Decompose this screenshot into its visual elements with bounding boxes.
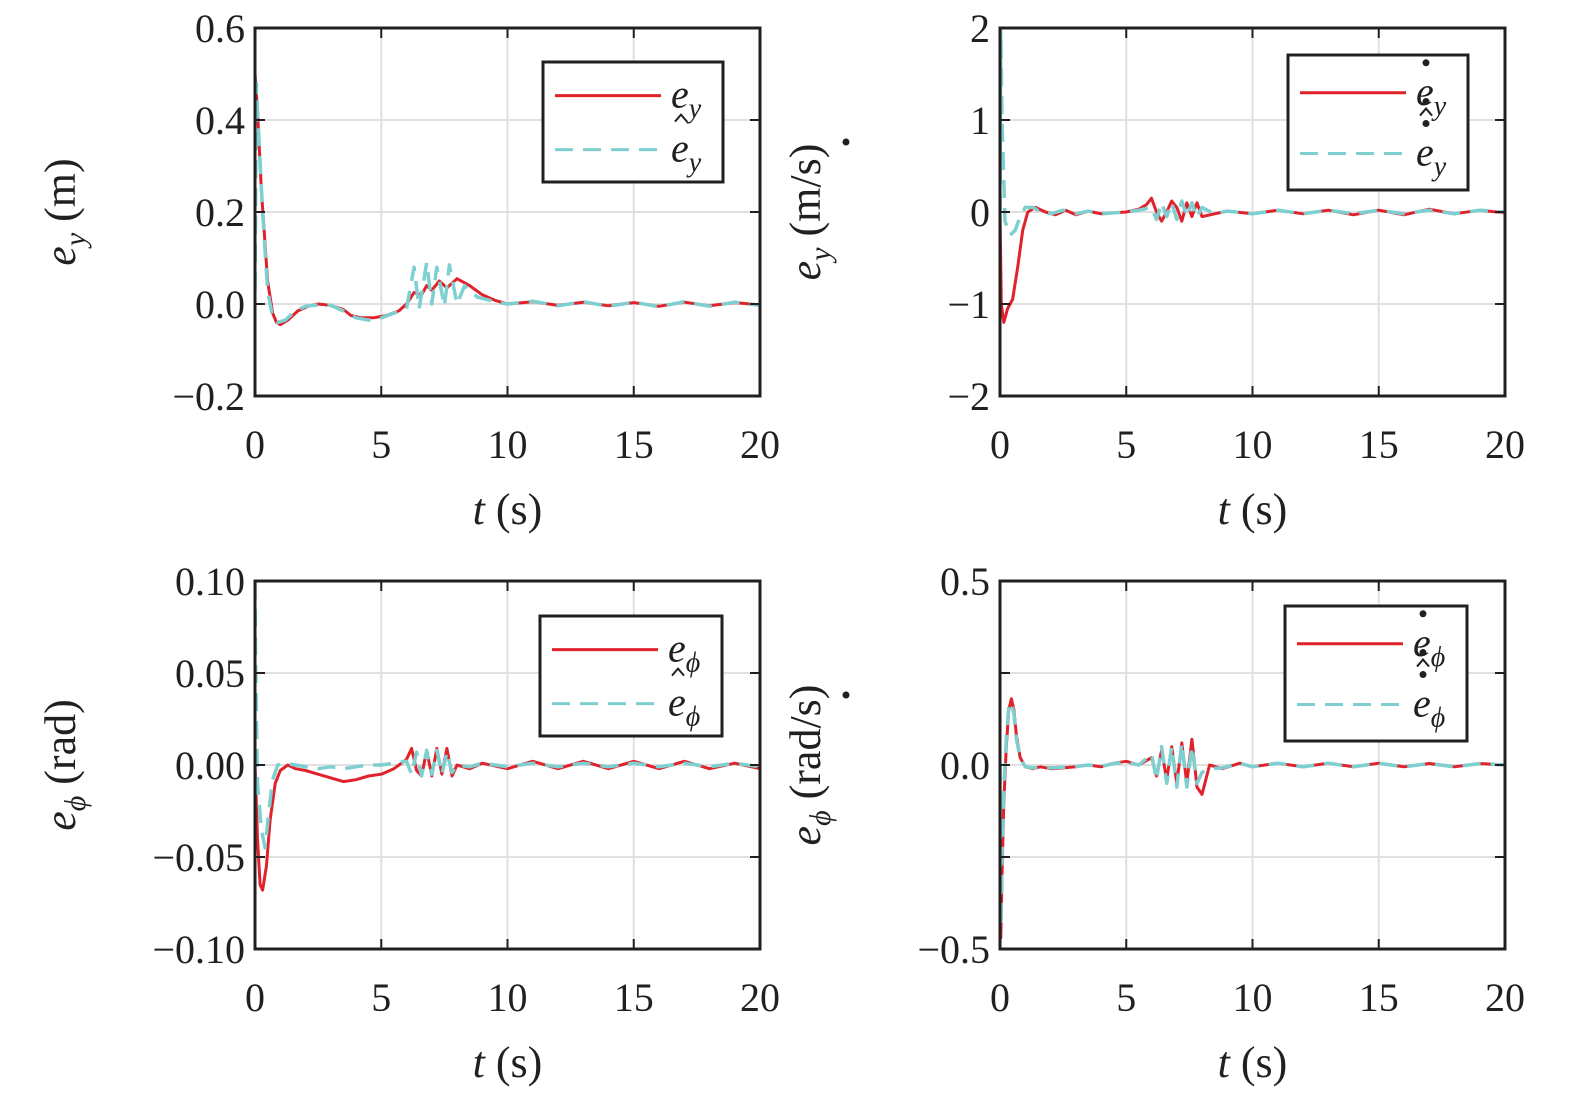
series-line-e-phi-dot-hat: [1000, 700, 1505, 929]
x-tick-label: 15: [614, 975, 654, 1020]
x-tick-label: 0: [245, 422, 265, 467]
y-tick-label: 2: [970, 6, 990, 51]
legend-box: [541, 60, 725, 184]
x-tick-label: 5: [1116, 422, 1136, 467]
x-tick-label: 15: [614, 422, 654, 467]
legend-label-e-phi: eϕ: [668, 626, 700, 679]
y-tick-label: 0.00: [175, 743, 245, 788]
y-tick-label: 0.4: [195, 98, 245, 143]
y-tick-label: 0.0: [940, 743, 990, 788]
x-axis-label: t (s): [1218, 1038, 1288, 1087]
y-axis-label: eϕ (rad/s): [781, 685, 837, 846]
y-axis-label-dot: [842, 138, 850, 146]
y-tick-label: 0.0: [195, 282, 245, 327]
y-tick-label: −0.05: [152, 835, 245, 880]
x-tick-label: 5: [371, 975, 391, 1020]
x-tick-label: 0: [990, 422, 1010, 467]
x-axis-label: t (s): [473, 1038, 543, 1087]
y-tick-label: 0.2: [195, 190, 245, 235]
series-group: [1000, 28, 1505, 324]
legend-hat-mark: [671, 667, 685, 677]
legend-label-e-y-hat: ey: [671, 126, 702, 179]
legend-dot-mark: [1419, 671, 1427, 679]
x-tick-label: 10: [488, 422, 528, 467]
y-tick-label: 0: [970, 190, 990, 235]
legend-box: [1286, 53, 1470, 192]
x-axis-label: t (s): [1218, 485, 1288, 534]
legend-hat-mark: [1416, 658, 1430, 668]
series-line-e-y-dot-hat: [1000, 28, 1505, 237]
y-tick-label: 0.10: [175, 559, 245, 604]
legend-label-e-phi-hat: eϕ: [668, 680, 700, 733]
x-tick-label: 20: [740, 422, 780, 467]
series-line-e-y-hat: [255, 81, 760, 325]
y-tick-label: 0.5: [940, 559, 990, 604]
legend-dot-mark: [1422, 120, 1430, 128]
y-tick-label: −0.2: [172, 374, 245, 419]
x-tick-label: 0: [990, 975, 1010, 1020]
y-tick-label: −1: [947, 282, 990, 327]
x-tick-label: 15: [1359, 422, 1399, 467]
x-tick-label: 10: [1233, 975, 1273, 1020]
series-line-e-phi-hat: [255, 581, 760, 850]
legend-dot-mark: [1419, 649, 1427, 657]
y-tick-label: 0.6: [195, 6, 245, 51]
legend-box: [1283, 604, 1469, 743]
series-group: [255, 73, 760, 327]
y-tick-label: −2: [947, 374, 990, 419]
y-tick-label: 0.05: [175, 651, 245, 696]
legend-box: [538, 614, 724, 738]
legend-dot-mark: [1419, 610, 1427, 618]
x-tick-label: 15: [1359, 975, 1399, 1020]
y-tick-label: −0.5: [917, 927, 990, 972]
series-line-e-y-dot: [1000, 196, 1505, 324]
legend-label-e-y: ey: [671, 72, 702, 125]
legend-hat-mark: [674, 113, 688, 123]
chart-panel-3: 0 5 10 15 20 −0.10 −0.05 0.00 0.05 0.10 t (s) eϕ (r…: [36, 559, 780, 1087]
y-axis-label: eϕ (rad): [36, 699, 92, 831]
legend-dot-mark: [1422, 98, 1430, 106]
legend-label-e-phi-dot-hat: eϕ: [1413, 681, 1445, 734]
x-tick-label: 10: [488, 975, 528, 1020]
x-tick-label: 0: [245, 975, 265, 1020]
x-tick-label: 20: [740, 975, 780, 1020]
y-tick-label: −0.10: [152, 927, 245, 972]
y-axis-label: ey (m/s): [781, 144, 837, 281]
legend-label-e-y-dot-hat: ey: [1416, 130, 1447, 183]
legend-hat-mark: [1419, 107, 1433, 117]
legend-dot-mark: [1422, 59, 1430, 67]
series-group: [255, 581, 760, 892]
x-tick-label: 10: [1233, 422, 1273, 467]
y-axis-label-dot: [842, 691, 850, 699]
x-axis-label: t (s): [473, 485, 543, 534]
x-tick-label: 5: [1116, 975, 1136, 1020]
series-group: [1000, 697, 1505, 940]
y-axis-label: ey (m): [36, 158, 92, 265]
x-tick-label: 20: [1485, 975, 1525, 1020]
x-tick-label: 5: [371, 422, 391, 467]
y-tick-label: 1: [970, 98, 990, 143]
x-tick-label: 20: [1485, 422, 1525, 467]
